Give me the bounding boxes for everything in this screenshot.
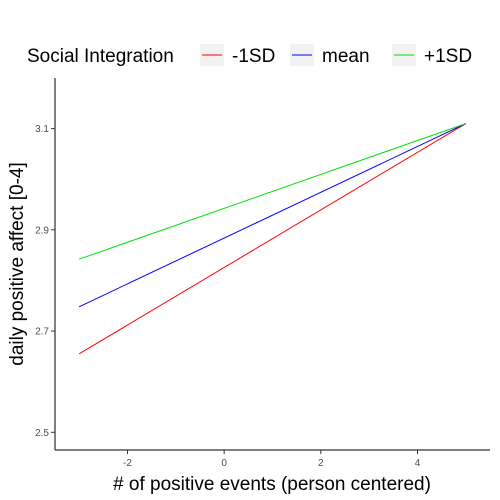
y-ticks: 2.5 2.7 2.9 3.1 (35, 124, 55, 439)
y-axis-title: daily positive affect [0-4] (7, 162, 28, 365)
series-line-1 (78, 123, 467, 308)
x-ticks: -2 0 2 4 (123, 450, 421, 469)
legend-entry-label: -1SD (232, 46, 275, 67)
plot-lines (78, 123, 467, 355)
series-line-2 (79, 123, 466, 260)
y-tick-label: 2.9 (35, 225, 49, 236)
legend: Social Integration -1SD mean +1SD (27, 44, 472, 67)
x-tick-label: 0 (221, 458, 227, 469)
x-tick-label: 2 (318, 458, 324, 469)
x-tick-label: -2 (123, 458, 132, 469)
y-tick-label: 3.1 (35, 124, 49, 135)
series-line-0 (78, 123, 467, 355)
legend-title: Social Integration (27, 46, 174, 67)
x-tick-label: 4 (415, 458, 421, 469)
legend-entry-label: mean (322, 46, 370, 67)
y-tick-label: 2.7 (35, 327, 49, 338)
legend-entry-label: +1SD (424, 46, 472, 67)
x-axis-title: # of positive events (person centered) (113, 474, 431, 495)
y-tick-label: 2.5 (35, 428, 49, 439)
legend-items: -1SD mean +1SD (200, 44, 472, 67)
